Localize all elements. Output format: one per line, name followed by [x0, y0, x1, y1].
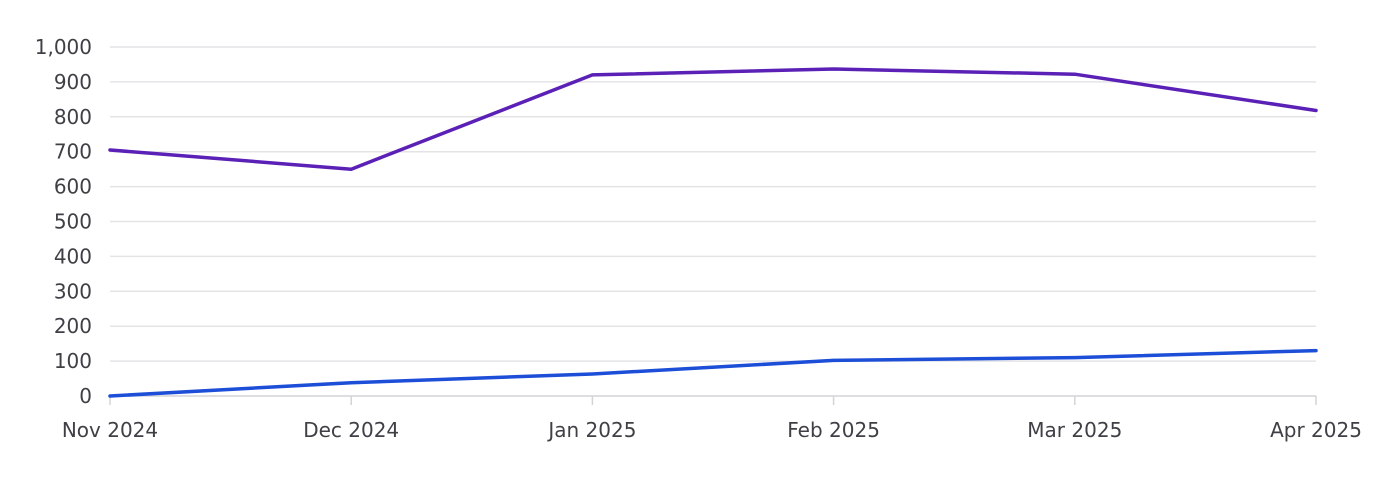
x-tick-label: Mar 2025 — [1027, 418, 1122, 442]
x-tick-label: Jan 2025 — [546, 418, 636, 442]
x-tick-label: Feb 2025 — [787, 418, 880, 442]
y-tick-label: 1,000 — [35, 35, 92, 59]
x-tick-label: Nov 2024 — [62, 418, 158, 442]
x-axis-tick-labels: Nov 2024 Dec 2024 Jan 2025 Feb 2025 Mar 2025… — [62, 418, 1362, 442]
gridlines — [110, 46, 1316, 362]
y-tick-label: 0 — [79, 384, 92, 408]
y-tick-label: 400 — [54, 244, 92, 268]
y-tick-label: 800 — [54, 105, 92, 129]
series-lines — [108, 67, 1318, 398]
series-line-1 — [108, 67, 1318, 171]
x-tick-label: Dec 2024 — [303, 418, 399, 442]
y-tick-label: 900 — [54, 70, 92, 94]
y-tick-label: 200 — [54, 314, 92, 338]
series-line-2 — [108, 348, 1318, 398]
y-tick-label: 300 — [54, 279, 92, 303]
x-tick-label: Apr 2025 — [1270, 418, 1362, 442]
y-tick-label: 500 — [54, 210, 92, 234]
y-axis-tick-labels: 0 100 200 300 400 500 600 700 800 900 1,000 — [35, 35, 92, 408]
x-axis — [109, 395, 1317, 405]
y-tick-label: 600 — [54, 175, 92, 199]
y-tick-label: 700 — [54, 140, 92, 164]
y-tick-label: 100 — [54, 349, 92, 373]
